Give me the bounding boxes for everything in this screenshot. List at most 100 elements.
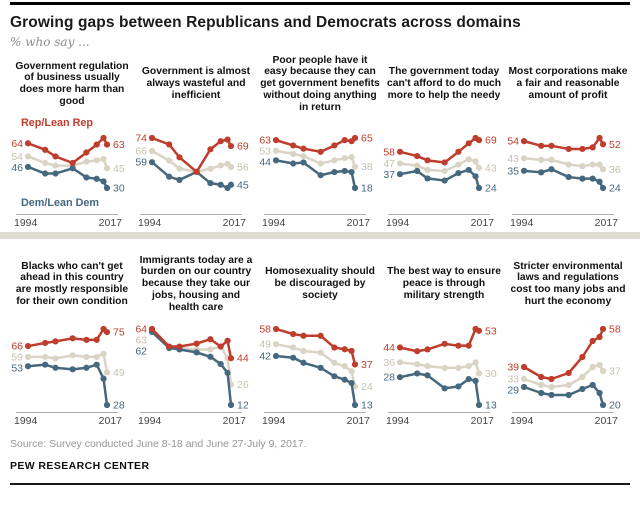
end-value-label-total: 24 — [361, 381, 373, 393]
series-line-dem — [274, 159, 357, 190]
data-point-total — [348, 368, 355, 375]
data-point-dem — [396, 171, 404, 178]
data-point-rep — [148, 134, 156, 142]
data-point-dem — [589, 381, 596, 389]
data-point-total — [100, 350, 107, 357]
data-point-total — [441, 364, 448, 372]
data-point-total — [475, 164, 483, 171]
data-point-total — [93, 157, 100, 164]
top-divider — [10, 2, 630, 5]
data-point-rep — [596, 333, 603, 341]
end-value-label-rep: 63 — [113, 139, 125, 151]
chart-title: The government today can't afford to do … — [387, 66, 501, 101]
data-point-dem — [217, 181, 224, 188]
end-value-label-rep: 52 — [609, 139, 621, 151]
start-value-label-dem: 44 — [259, 157, 271, 169]
legend-rep — [134, 115, 258, 131]
data-point-dem — [465, 166, 472, 174]
data-point-rep — [396, 344, 404, 351]
data-point-total — [455, 364, 462, 372]
start-value-label-rep: 64 — [135, 324, 147, 336]
x-axis-start-label: 1994 — [262, 415, 286, 427]
x-axis: 1994 2017 — [258, 412, 382, 427]
data-point-rep — [579, 353, 586, 361]
data-point-rep — [589, 337, 596, 345]
data-point-rep — [193, 168, 200, 175]
page-title: Growing gaps between Republicans and Dem… — [10, 14, 521, 31]
data-point-total — [166, 157, 173, 164]
x-axis-start-label: 1994 — [386, 415, 410, 427]
end-value-label-rep: 58 — [609, 324, 621, 336]
data-point-total — [42, 353, 49, 361]
chart-grid-row-2: Blacks who can't get ahead in this count… — [10, 242, 630, 427]
data-point-rep — [300, 332, 307, 339]
chart-title: Government is almost always wasteful and… — [141, 66, 251, 101]
data-point-dem — [414, 167, 421, 175]
data-point-total — [52, 162, 59, 169]
data-point-dem — [475, 184, 483, 192]
data-point-rep — [589, 144, 596, 151]
data-point-dem — [472, 377, 479, 385]
data-point-rep — [224, 337, 231, 344]
data-point-total — [475, 370, 483, 377]
page-subtitle: % who say ... — [10, 35, 90, 49]
data-point-rep — [565, 145, 572, 153]
data-point-total — [596, 161, 603, 168]
chart-title: The best way to ensure peace is through … — [387, 266, 501, 301]
data-point-total — [103, 369, 111, 376]
data-point-rep — [93, 336, 100, 343]
x-axis-line — [140, 214, 242, 215]
data-point-total — [42, 159, 49, 167]
data-point-dem — [290, 160, 297, 167]
data-point-rep — [475, 327, 483, 334]
row-separator — [0, 232, 640, 239]
data-point-total — [579, 163, 586, 170]
data-point-total — [565, 381, 572, 389]
x-axis-end-label: 2017 — [98, 415, 122, 427]
data-point-rep — [42, 146, 49, 153]
data-point-total — [93, 353, 100, 361]
data-point-rep — [538, 142, 545, 149]
data-point-total — [538, 381, 545, 389]
data-point-rep — [465, 140, 472, 147]
data-point-dem — [348, 379, 355, 387]
data-point-rep — [176, 154, 183, 161]
data-point-total — [520, 375, 528, 383]
x-axis-end-label: 2017 — [470, 415, 494, 427]
chart-title: Immigrants today are a burden on our cou… — [139, 254, 253, 313]
data-point-dem — [272, 157, 280, 164]
x-axis-end-label: 2017 — [346, 415, 370, 427]
end-value-label-total: 26 — [237, 379, 249, 391]
line-chart: 44 36 28 53 30 13 — [383, 325, 497, 411]
x-axis-start-label: 1994 — [138, 415, 162, 427]
x-axis-end-label: 2017 — [594, 217, 618, 229]
x-axis-line — [512, 214, 614, 215]
x-axis-start-label: 1994 — [386, 217, 410, 229]
data-point-rep — [93, 141, 100, 148]
data-point-dem — [103, 184, 111, 192]
data-point-dem — [227, 181, 235, 188]
start-value-label-dem: 35 — [507, 165, 519, 177]
data-point-rep — [351, 134, 359, 142]
data-point-rep — [166, 343, 173, 350]
data-point-rep — [207, 336, 214, 343]
data-point-total — [207, 346, 214, 353]
data-point-total — [103, 165, 111, 172]
data-point-dem — [24, 163, 32, 171]
data-point-rep — [83, 149, 90, 156]
data-point-total — [100, 155, 107, 163]
end-value-label-rep: 37 — [361, 359, 373, 371]
chart-panel: Blacks who can't get ahead in this count… — [10, 242, 134, 427]
data-point-rep — [69, 159, 76, 167]
data-point-rep — [331, 142, 338, 149]
data-point-rep — [300, 145, 307, 152]
x-axis-line — [388, 214, 490, 215]
start-value-label-total: 33 — [507, 374, 519, 386]
start-value-label-total: 54 — [11, 151, 23, 163]
end-value-label-dem: 30 — [113, 183, 125, 195]
series-line-dem — [522, 383, 605, 407]
chart-panel: Poor people have it easy because they ca… — [258, 53, 382, 229]
legend-dem — [506, 195, 630, 214]
